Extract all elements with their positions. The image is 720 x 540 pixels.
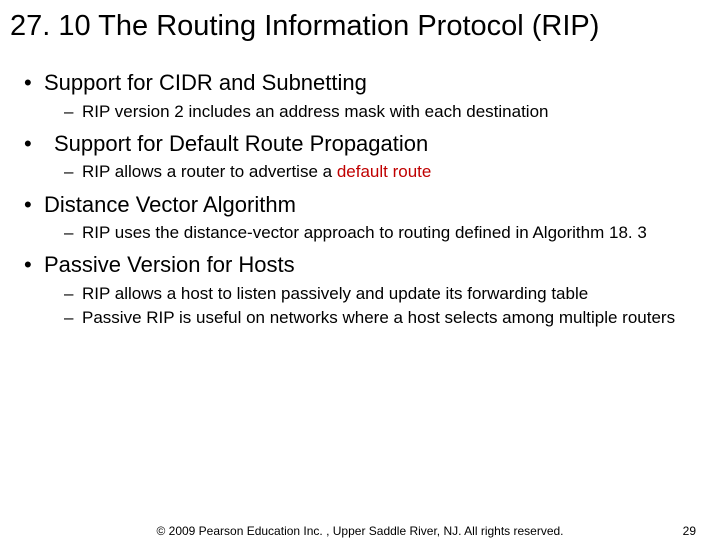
bullet-cidr-sub1: RIP version 2 includes an address mask w… — [20, 101, 700, 122]
footer-page-number: 29 — [683, 524, 696, 538]
bullet-cidr: Support for CIDR and Subnetting — [20, 69, 700, 97]
footer-copyright: © 2009 Pearson Education Inc. , Upper Sa… — [156, 524, 563, 538]
bullet-default-route-sub1: RIP allows a router to advertise a defau… — [20, 161, 700, 182]
slide-content: Support for CIDR and Subnetting RIP vers… — [0, 69, 720, 328]
bullet-distance-vector: Distance Vector Algorithm — [20, 191, 700, 219]
bullet-distance-vector-sub1: RIP uses the distance-vector approach to… — [20, 222, 700, 243]
sub-text-highlight: default route — [337, 162, 432, 181]
bullet-passive-sub1: RIP allows a host to listen passively an… — [20, 283, 700, 304]
bullet-default-route: Support for Default Route Propagation — [20, 130, 700, 158]
bullet-passive-sub2: Passive RIP is useful on networks where … — [20, 307, 700, 328]
slide-title: 27. 10 The Routing Information Protocol … — [0, 0, 720, 61]
bullet-passive: Passive Version for Hosts — [20, 251, 700, 279]
sub-text-plain: RIP allows a router to advertise a — [82, 162, 337, 181]
